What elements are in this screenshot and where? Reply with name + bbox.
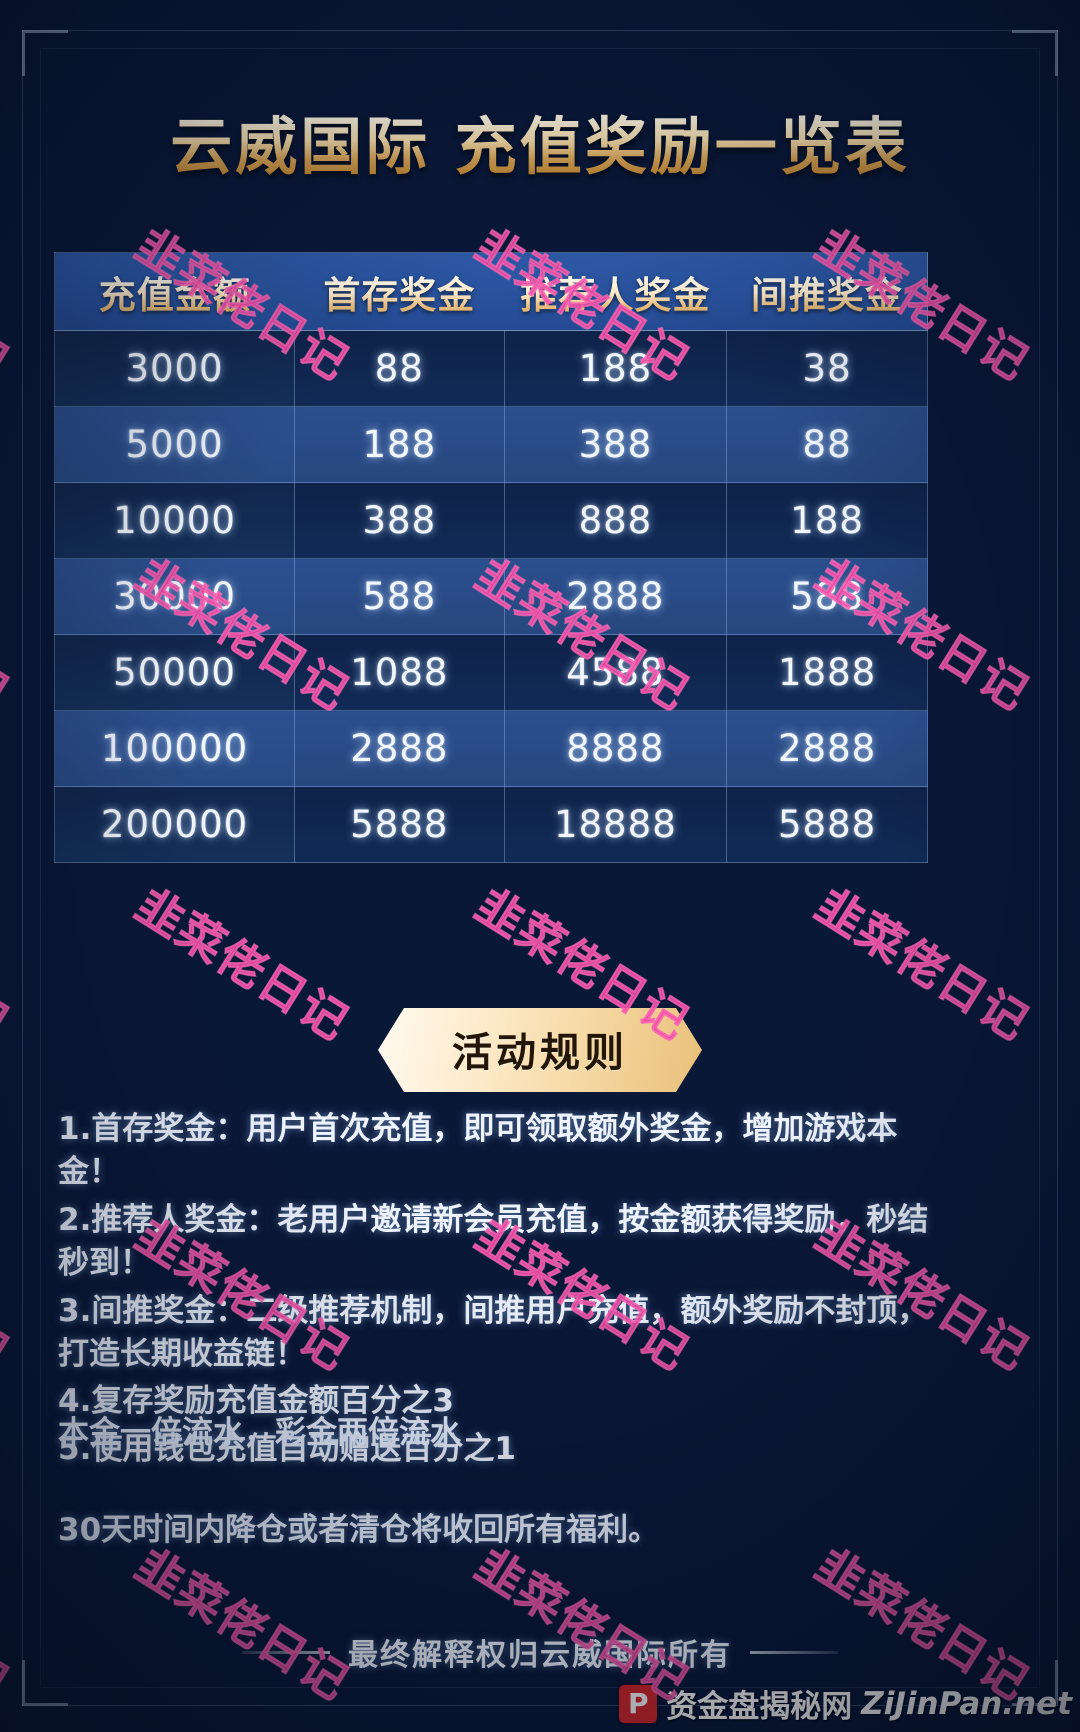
table-cell-bonus: 18888 <box>503 786 728 863</box>
table-body: 3000 88 188 38 5000 188 388 88 10000 388 888 188 300… <box>53 330 928 863</box>
column-header-referrer-bonus: 推荐人奖金 <box>504 252 727 331</box>
table-row: 30000 588 2888 588 <box>53 558 928 635</box>
reward-table: 充值金额 首存奖金 推荐人奖金 间推奖金 3000 88 188 38 5000 188 3… <box>53 252 928 863</box>
table-cell-deposit-amount: 200000 <box>53 786 296 863</box>
table-cell-bonus: 588 <box>294 558 505 635</box>
table-cell-bonus: 2888 <box>503 558 728 635</box>
footer-dash-left <box>242 1650 330 1654</box>
watermark-text: 韭菜佬日记 <box>0 217 19 391</box>
table-row: 5000 188 388 88 <box>53 406 928 483</box>
corner-ornament-top-left <box>22 30 68 76</box>
rules-banner: 活动规则 <box>378 1008 702 1092</box>
column-header-first-deposit-bonus: 首存奖金 <box>294 252 505 331</box>
footer-dash-right <box>750 1650 838 1654</box>
reward-table-container: 充值金额 首存奖金 推荐人奖金 间推奖金 3000 88 188 38 5000 188 3… <box>53 252 928 863</box>
table-cell-bonus: 188 <box>294 406 505 483</box>
column-header-deposit-amount-label: 充值金额 <box>98 273 251 317</box>
table-cell-bonus: 388 <box>294 482 505 559</box>
column-header-indirect-bonus: 间推奖金 <box>726 252 928 331</box>
table-row: 200000 5888 18888 5888 <box>53 786 928 863</box>
table-cell-deposit-amount: 10000 <box>53 482 296 559</box>
table-cell-bonus: 38 <box>726 330 928 407</box>
table-header: 充值金额 首存奖金 推荐人奖金 间推奖金 <box>54 252 928 331</box>
table-row: 100000 2888 8888 2888 <box>53 710 928 787</box>
table-cell-bonus: 188 <box>726 482 928 559</box>
table-header-row: 充值金额 首存奖金 推荐人奖金 间推奖金 <box>54 252 928 331</box>
table-cell-bonus: 5888 <box>726 786 928 863</box>
column-header-indirect-bonus-label: 间推奖金 <box>750 273 903 317</box>
table-cell-deposit-amount: 50000 <box>53 634 296 711</box>
column-header-deposit-amount: 充值金额 <box>54 252 295 331</box>
table-row: 3000 88 188 38 <box>53 330 928 407</box>
table-cell-bonus: 2888 <box>726 710 928 787</box>
corner-ornament-top-right <box>1012 30 1058 76</box>
table-cell-deposit-amount: 3000 <box>53 330 296 407</box>
table-cell-bonus: 588 <box>726 558 928 635</box>
table-cell-bonus: 388 <box>503 406 728 483</box>
site-name-cn: 资金盘揭秘网 <box>666 1689 853 1725</box>
site-name-en: ZiJinPan.net <box>861 1685 1072 1722</box>
rule-item: 1.首存奖金：用户首次充值，即可领取额外奖金，增加游戏本金！ <box>58 1111 898 1191</box>
table-cell-bonus: 88 <box>294 330 505 407</box>
watermark-text: 韭菜佬日记 <box>0 547 19 721</box>
column-header-referrer-bonus-label: 推荐人奖金 <box>520 273 711 317</box>
watermark-text: 韭菜佬日记 <box>0 1537 19 1711</box>
table-cell-bonus: 4588 <box>503 634 728 711</box>
table-cell-bonus: 188 <box>503 330 728 407</box>
site-attribution: 资金盘揭秘网 ZiJinPan.net <box>619 1681 1072 1726</box>
rule-item: 3.间推奖金：二级推荐机制，间推用户充值，额外奖励不封顶，打造长期收益链！ <box>58 1292 929 1372</box>
title-container: 云威国际 充值奖励一览表 <box>0 96 1080 186</box>
column-header-first-deposit-bonus-label: 首存奖金 <box>323 273 476 317</box>
footer-disclaimer: 最终解释权归云威国际所有 <box>0 1630 1080 1674</box>
table-cell-bonus: 2888 <box>294 710 505 787</box>
table-cell-deposit-amount: 5000 <box>53 406 296 483</box>
table-cell-bonus: 1888 <box>726 634 928 711</box>
table-row: 50000 1088 4588 1888 <box>53 634 928 711</box>
table-cell-bonus: 88 <box>726 406 928 483</box>
table-cell-deposit-amount: 30000 <box>53 558 296 635</box>
table-row: 10000 388 888 188 <box>53 482 928 559</box>
notes-list: 本金一倍流水，彩金两倍流水 30天时间内降仓或者清仓将收回所有福利。 <box>58 1412 958 1553</box>
watermark-text: 韭菜佬日记 <box>0 1207 19 1381</box>
table-cell-bonus: 1088 <box>294 634 505 711</box>
table-cell-bonus: 8888 <box>503 710 728 787</box>
page-title: 云威国际 充值奖励一览表 <box>170 96 910 186</box>
table-cell-bonus: 5888 <box>294 786 505 863</box>
table-cell-bonus: 888 <box>503 482 728 559</box>
footer-disclaimer-text: 最终解释权归云威国际所有 <box>348 1638 732 1673</box>
note-item: 30天时间内降仓或者清仓将收回所有福利。 <box>58 1512 660 1549</box>
table-cell-deposit-amount: 100000 <box>53 710 296 787</box>
zijinpan-logo-icon <box>619 1684 658 1723</box>
note-item: 本金一倍流水，彩金两倍流水 <box>58 1415 461 1451</box>
rule-item: 2.推荐人奖金：老用户邀请新会员充值，按金额获得奖励，秒结秒到！ <box>58 1201 929 1282</box>
rules-banner-container: 活动规则 <box>0 1008 1080 1092</box>
